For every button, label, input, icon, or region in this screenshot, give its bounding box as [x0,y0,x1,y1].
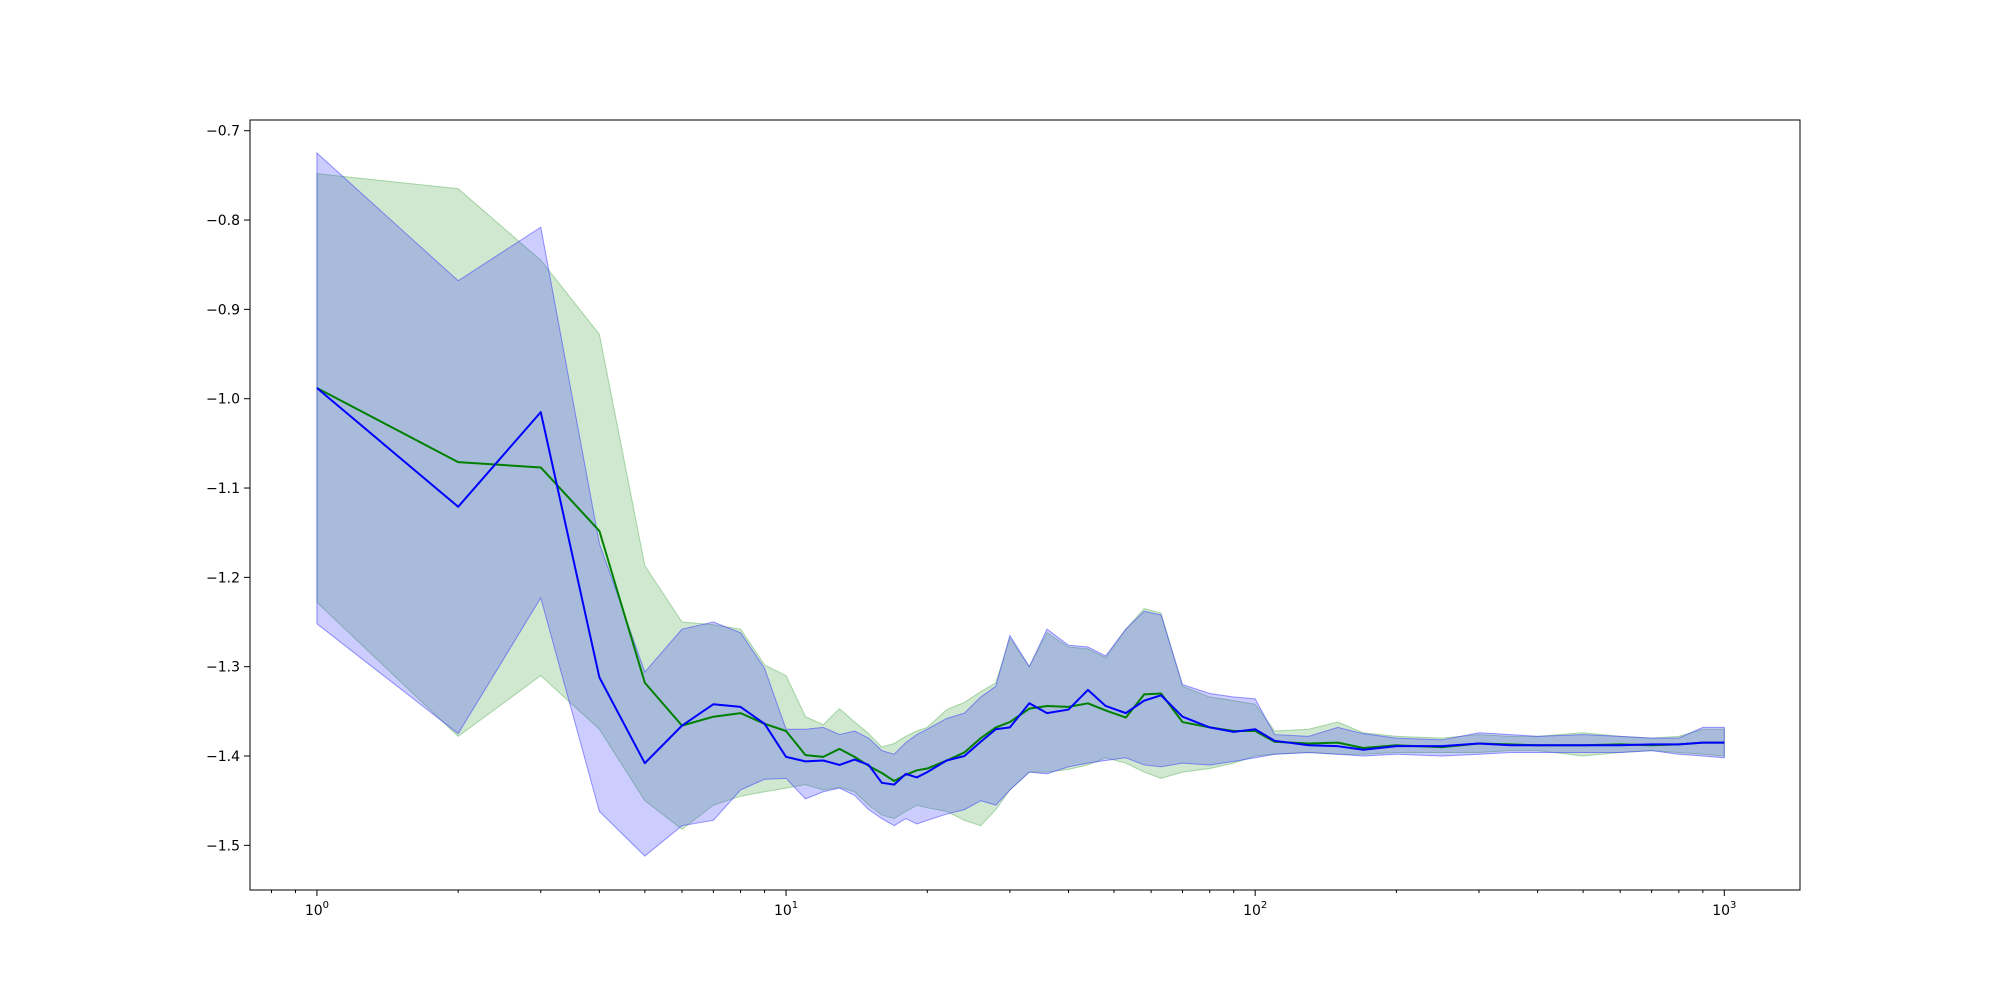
series-2-band [316,151,1725,857]
x-tick-label: 103 [1712,900,1736,919]
y-tick-label: −1.1 [206,481,240,497]
y-axis: −0.7 −0.8 −0.9 −1.0 −1.1 −1.2 −1.3 −1.4 −1.5 [206,124,250,854]
x-tick-exponent: 3 [1730,900,1736,911]
x-tick-label: 102 [1243,900,1267,919]
series-2-line [316,387,1725,786]
x-tick-base: 10 [774,903,792,919]
y-tick-label: −1.3 [206,660,240,676]
y-tick-label: −1.4 [206,749,240,765]
x-tick-base: 10 [1712,903,1730,919]
y-tick-label: −1.2 [206,570,240,586]
plot-frame [249,119,1801,891]
x-tick-exponent: 2 [1261,900,1267,911]
y-tick-label: −0.7 [206,124,240,140]
x-tick-exponent: 1 [792,900,798,911]
y-tick-label: −1.0 [206,392,240,408]
y-tick-label: −0.9 [206,302,240,318]
x-tick-label: 100 [305,900,329,919]
x-tick-exponent: 0 [323,900,329,911]
x-tick-base: 10 [305,903,323,919]
x-tick-base: 10 [1243,903,1261,919]
x-tick-label: 101 [774,900,798,919]
y-tick-label: −0.8 [206,213,240,229]
confidence-bands [316,151,1725,857]
series-lines [316,387,1725,786]
y-tick-label: −1.5 [206,838,240,854]
